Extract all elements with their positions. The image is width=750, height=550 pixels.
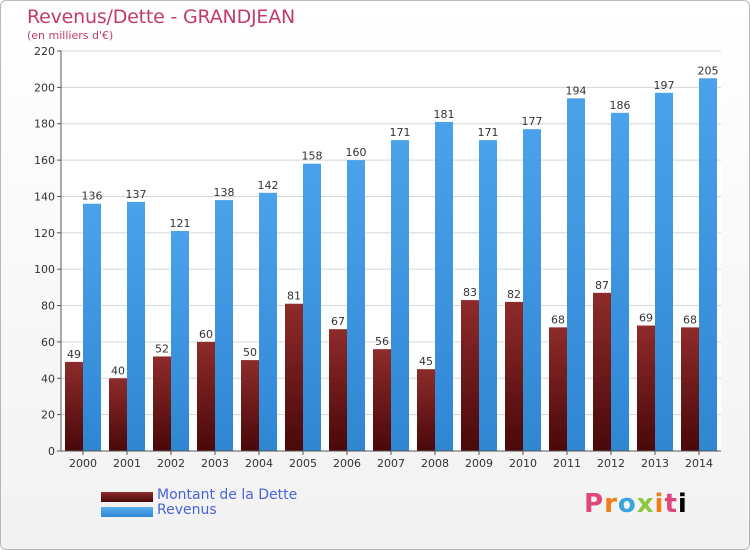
x-tick-label: 2004 [245, 457, 273, 470]
legend-swatch-debt [101, 492, 153, 502]
bar-dette [153, 356, 171, 451]
bar-revenus [611, 112, 629, 452]
axis-layer: 0 20 40 60 80 100 120 140 160 180 200 220 2000 2001 20… [34, 45, 721, 470]
x-tick-label: 2000 [69, 457, 97, 470]
data-label: 52 [155, 342, 169, 355]
data-label: 87 [595, 279, 609, 292]
bar-dette [637, 325, 655, 451]
bar-revenus [171, 231, 189, 451]
data-label: 68 [551, 313, 565, 326]
data-label: 136 [82, 190, 103, 203]
data-label: 181 [434, 108, 455, 121]
bar-revenus [391, 140, 409, 451]
bar-dette [681, 327, 699, 451]
proxiti-logo: Proxiti [584, 489, 688, 519]
y-tick-label: 200 [34, 81, 55, 94]
bar-revenus [127, 201, 145, 451]
data-label: 197 [654, 79, 675, 92]
y-tick-label: 120 [34, 227, 55, 240]
legend-swatch-revenus [101, 507, 153, 517]
bar-dette [65, 361, 83, 451]
bar-revenus [699, 78, 717, 451]
data-label: 81 [287, 290, 301, 303]
y-tick-label: 140 [34, 190, 55, 203]
data-label: 138 [214, 186, 235, 199]
bar-revenus [259, 192, 277, 451]
x-tick-label: 2006 [333, 457, 361, 470]
bar-revenus [479, 140, 497, 451]
x-tick-label: 2012 [597, 457, 625, 470]
x-tick-label: 2008 [421, 457, 449, 470]
data-label: 194 [566, 84, 587, 97]
data-label: 56 [375, 335, 389, 348]
x-tick-label: 2007 [377, 457, 405, 470]
data-label: 160 [346, 146, 367, 159]
bar-dette [549, 327, 567, 451]
bars-layer [65, 78, 717, 452]
y-tick-label: 40 [41, 372, 55, 385]
bar-dette [197, 341, 215, 451]
bar-revenus [435, 121, 453, 451]
y-tick-label: 20 [41, 409, 55, 422]
data-label: 171 [390, 126, 411, 139]
bar-revenus [567, 98, 585, 451]
bar-revenus [655, 92, 673, 452]
bar-dette [417, 369, 435, 451]
bar-dette [593, 292, 611, 451]
bar-revenus [83, 203, 101, 451]
y-tick-label: 160 [34, 154, 55, 167]
data-label: 171 [478, 126, 499, 139]
x-tick-label: 2009 [465, 457, 493, 470]
data-label: 69 [639, 312, 653, 325]
labels-layer: 49 136 40 137 52 121 60 138 50 142 81 158 67 160 56 171… [67, 64, 719, 377]
data-label: 83 [463, 286, 477, 299]
legend-label-revenus: Revenus [157, 502, 217, 518]
x-tick-label: 2002 [157, 457, 185, 470]
bar-revenus [303, 163, 321, 451]
bar-dette [241, 360, 259, 451]
bar-dette [109, 378, 127, 451]
y-tick-label: 220 [34, 45, 55, 58]
x-tick-label: 2010 [509, 457, 537, 470]
data-label: 67 [331, 315, 345, 328]
data-label: 82 [507, 288, 521, 301]
x-tick-label: 2005 [289, 457, 317, 470]
y-tick-label: 0 [48, 445, 55, 458]
y-tick-label: 180 [34, 118, 55, 131]
data-label: 142 [258, 179, 279, 192]
bar-dette [461, 300, 479, 451]
chart-subtitle: (en milliers d'€) [27, 29, 114, 42]
data-label: 177 [522, 115, 543, 128]
bar-dette [285, 303, 303, 451]
y-tick-label: 80 [41, 300, 55, 313]
x-tick-label: 2011 [553, 457, 581, 470]
data-label: 68 [683, 313, 697, 326]
bar-revenus [215, 200, 233, 451]
x-tick-label: 2014 [685, 457, 713, 470]
data-label: 121 [170, 217, 191, 230]
y-tick-label: 60 [41, 336, 55, 349]
x-tick-label: 2003 [201, 457, 229, 470]
data-label: 49 [67, 348, 81, 361]
bar-revenus [523, 129, 541, 451]
data-label: 158 [302, 150, 323, 163]
data-label: 45 [419, 355, 433, 368]
data-label: 186 [610, 99, 631, 112]
x-tick-label: 2013 [641, 457, 669, 470]
y-tick-label: 100 [34, 263, 55, 276]
legend-label-debt: Montant de la Dette [157, 487, 298, 503]
data-label: 50 [243, 346, 257, 359]
bar-revenus [347, 160, 365, 451]
data-label: 60 [199, 328, 213, 341]
chart-title: Revenus/Dette - GRANDJEAN [27, 6, 296, 28]
x-tick-label: 2001 [113, 457, 141, 470]
data-label: 137 [126, 188, 147, 201]
bar-dette [329, 329, 347, 451]
bar-dette [373, 349, 391, 451]
data-label: 205 [698, 64, 719, 77]
bar-dette [505, 301, 523, 451]
data-label: 40 [111, 364, 125, 377]
